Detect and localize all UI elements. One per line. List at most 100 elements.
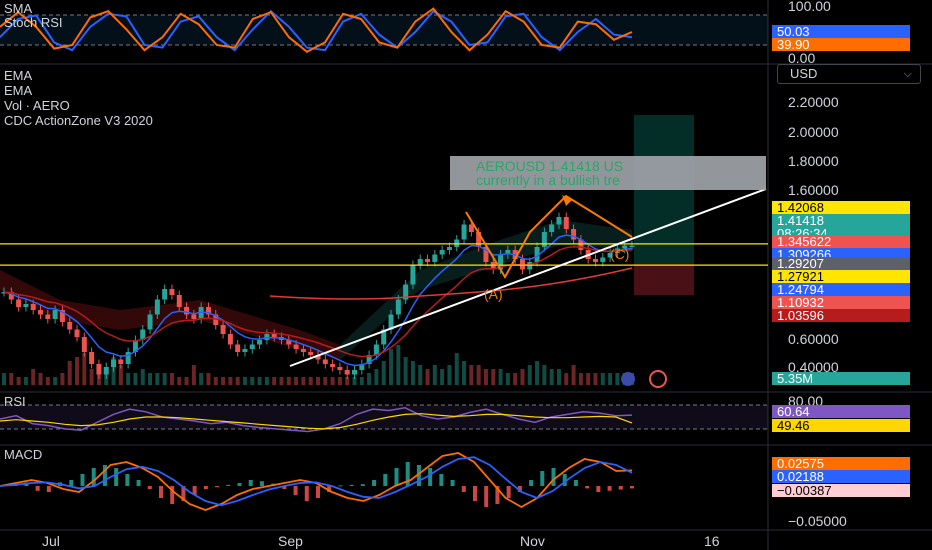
candle-body [549,224,555,232]
volume-bar [418,365,423,385]
legend-volume[interactable]: Vol · AERO [4,98,70,113]
macd-histogram-bar [181,486,186,501]
macd-histogram-bar [304,486,309,501]
price-badge: 1.10932 [772,296,910,309]
candle-body [483,247,489,262]
candle-body [417,259,423,265]
event-icon [649,370,667,388]
candle-body [213,314,219,325]
stoch-badge: 39.90 [772,38,910,51]
macd-histogram-bar [495,486,500,504]
macd-histogram-bar [450,480,455,486]
currency-selector[interactable]: USD ⌵ [777,64,921,84]
ema-200-line [269,267,633,300]
candle-body [308,352,314,355]
candle-body [432,254,438,262]
candle-body [176,295,182,307]
volume-bar [374,369,379,385]
volume-bar [352,377,357,385]
macd-histogram-bar [192,486,197,495]
candle-body [184,307,190,315]
legend-ema-2[interactable]: EMA [4,83,33,98]
macd-histogram-bar [517,486,522,492]
legend-rsi[interactable]: RSI [4,394,26,409]
macd-histogram-bar [473,486,477,501]
volume-bar [16,377,21,385]
pattern-label-a: (A) [484,286,503,302]
candle-body [410,265,416,285]
volume-bar [199,373,204,385]
legend-macd[interactable]: MACD [4,447,43,462]
candle-body [607,253,613,258]
macd-histogram-bar [428,468,433,486]
volume-bar [578,373,583,385]
rsi-line [0,407,633,433]
volume-bar [564,373,569,385]
price-callout[interactable]: AEROUSD 1.41418 US currently in a bullis… [450,156,766,190]
price-badge: 5.35M [772,372,910,385]
candle-body [592,259,598,262]
volume-bar [308,377,313,385]
macd-histogram-bar [316,486,320,498]
legend-sma[interactable]: SMA [4,1,33,16]
candle-body [468,224,474,232]
candle-body [381,329,387,345]
macd-histogram-bar [618,486,623,490]
macd-histogram-bar [80,474,85,486]
legend-cdc-actionzone[interactable]: CDC ActionZone V3 2020 [4,113,153,128]
pattern-label-c: (C) [610,246,629,262]
volume-bar [454,353,459,385]
volume-bar [535,361,540,385]
stoch-badge: 50.03 [772,25,910,38]
legend-ema-1[interactable]: EMA [4,68,33,83]
candle-body [403,284,409,300]
legend-stoch-rsi[interactable]: Stoch RSI [4,15,63,30]
macd-histogram-bar [607,486,612,491]
candle-body [52,310,58,319]
macd-histogram-bar [35,486,40,491]
volume-bar [608,373,613,385]
stoch-ytick: 100.00 [788,0,831,14]
macd-histogram-bar [630,486,634,489]
candle-body [498,254,504,270]
price-badge: 1.42068 [772,201,910,214]
price-pane[interactable]: (A) (C) [0,115,768,388]
volume-bar [250,377,255,385]
volume-bar [520,369,525,385]
volume-bar [126,373,131,385]
volume-bar [31,369,36,385]
volume-bar [469,365,474,385]
volume-bar [498,369,503,385]
macd-histogram-bar [540,471,545,486]
candle-body [534,247,540,262]
volume-bar [345,377,350,385]
candle-body [249,344,255,349]
volume-bar [323,377,328,385]
stoch-series-line [0,7,633,53]
volume-bar [257,377,262,385]
ema-fast-line [3,234,633,367]
macd-histogram-bar [416,465,421,486]
volume-bar [505,373,510,385]
volume-bar [440,369,445,385]
macd-histogram-bar [159,486,163,498]
macd-histogram-bar [394,468,399,486]
candle-body [132,340,138,352]
candle-body [118,359,124,364]
volume-bar [133,373,138,385]
candle-body [74,329,80,337]
macd-histogram-bar [562,474,567,486]
macd-badge: −0.00387 [772,484,910,497]
volume-bar [286,377,291,385]
candle-body [227,334,233,345]
candle-body [89,352,95,364]
candle-body [81,337,87,352]
macd-histogram-bar [91,468,96,486]
candle-body [271,334,277,337]
volume-bar [330,377,335,385]
candle-body [16,299,22,307]
rsi-badge: 60.64 [772,405,910,418]
macd-histogram-bar [506,486,511,498]
volume-bar [118,365,123,385]
candle-body [388,314,394,330]
